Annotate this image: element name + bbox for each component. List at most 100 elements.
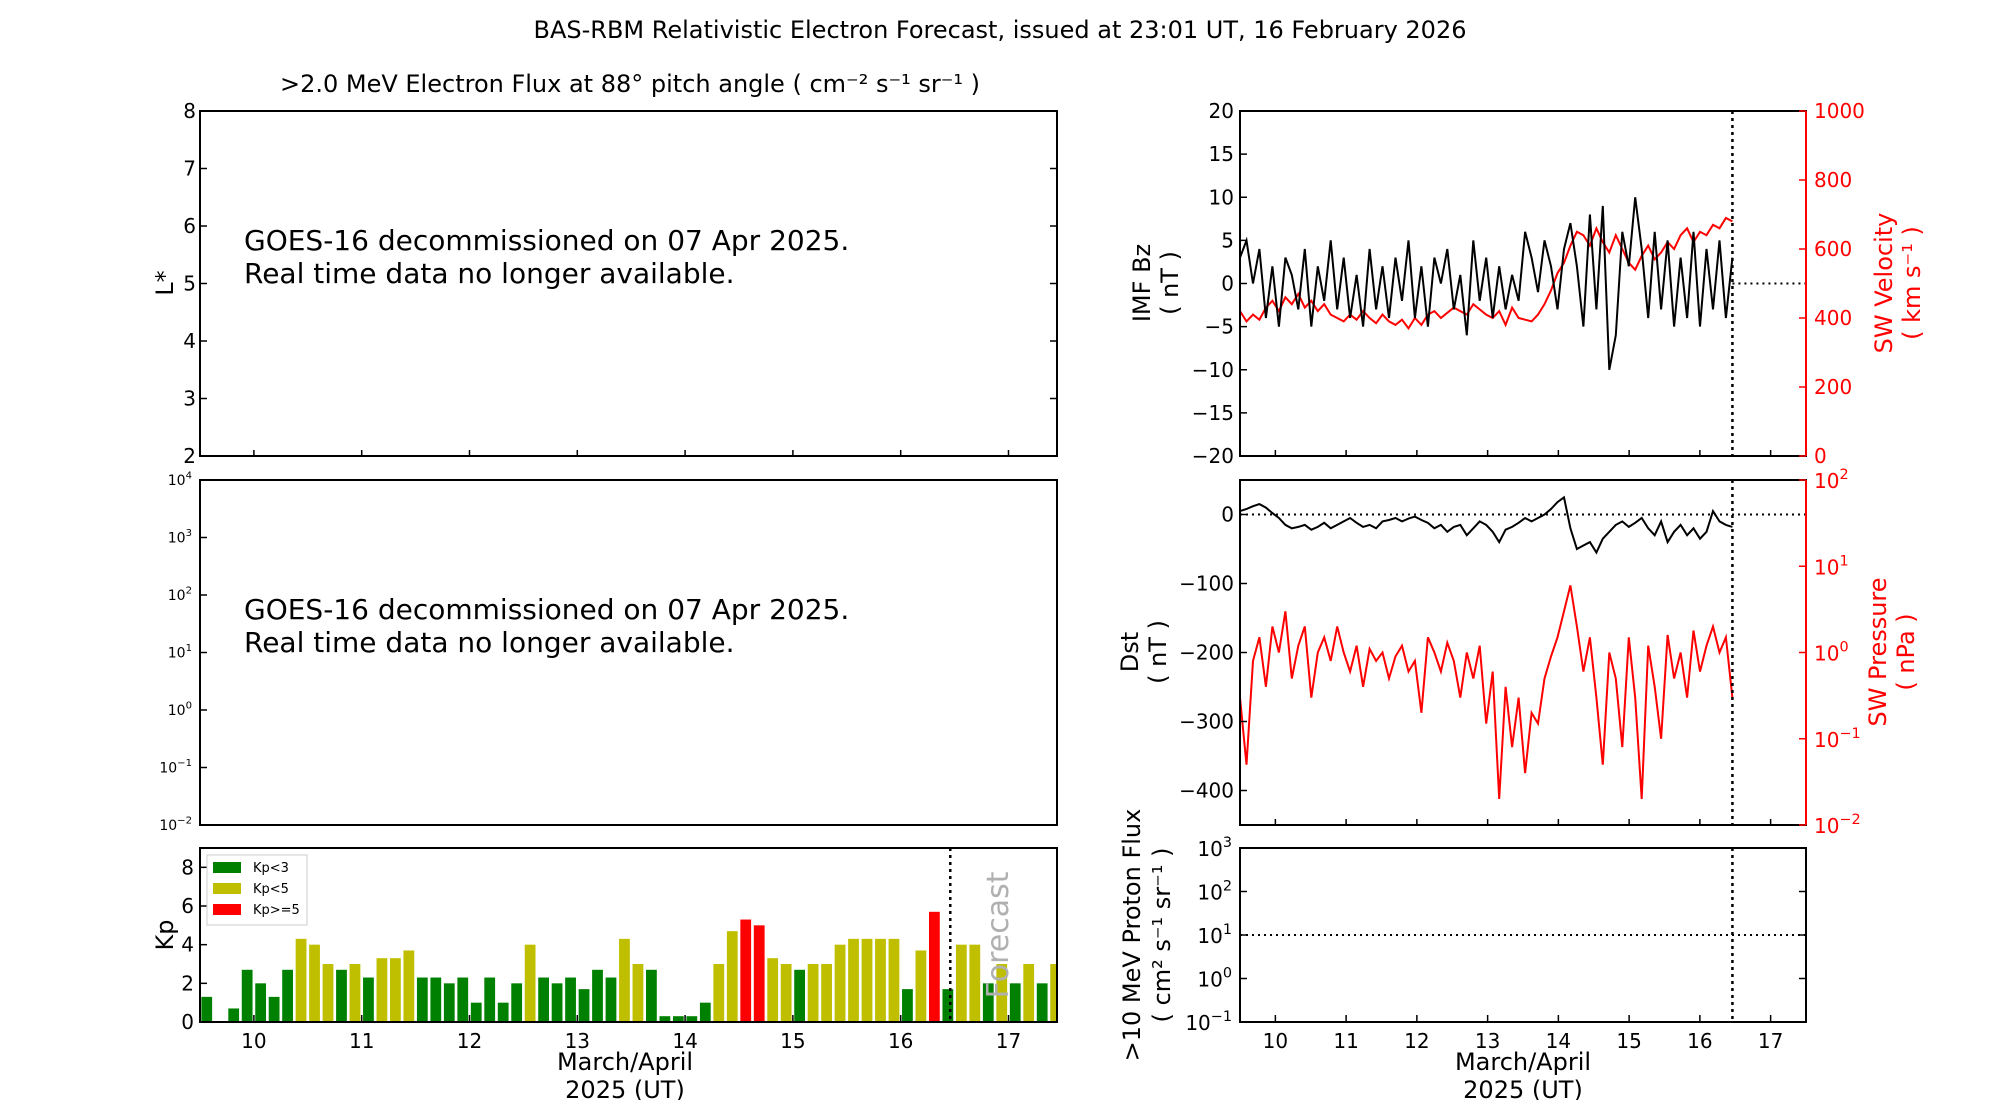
kp-bar [1036, 983, 1048, 1022]
imf-yticks: −20 −15 −10 −5 0 5 10 15 20 [1192, 99, 1772, 468]
kp-bar [228, 1008, 240, 1022]
proton-xtick-label: 11 [1333, 1029, 1358, 1053]
kp-xtick-label: 17 [996, 1029, 1021, 1053]
kp-bar [470, 1002, 482, 1022]
flux-yticks: 104 103 102 101 100 10−1 10−2 [159, 471, 207, 834]
proton-ytick-label: 101 [1197, 922, 1232, 948]
kp-xtick-label: 10 [241, 1029, 266, 1053]
kp-bar [969, 944, 981, 1022]
kp-frame [199, 847, 1058, 1023]
proton-xtick-label: 13 [1475, 1029, 1500, 1053]
kp-xtick-label: 11 [349, 1029, 374, 1053]
imf-ytick-label: −5 [1205, 315, 1234, 339]
kp-yticks: 0 2 4 6 8 [181, 855, 207, 1034]
dst-ytick-label: −200 [1179, 641, 1234, 665]
flux-message-line-2: Real time data no longer available. [244, 626, 735, 659]
kp-bar [255, 983, 267, 1022]
kp-legend-swatch-high [213, 904, 241, 915]
kp-bar [902, 989, 913, 1022]
sw-pressure-ytick-label: 10−1 [1814, 726, 1861, 752]
lstar-panel: >2.0 MeV Electron Flux at 88° pitch angl… [151, 70, 1058, 468]
kp-bar [861, 938, 873, 1022]
kp-bar [646, 969, 657, 1022]
kp-bar [565, 977, 576, 1022]
sw-pressure-ytick-label: 100 [1814, 640, 1849, 666]
kp-bar [740, 919, 752, 1022]
lstar-ytick-label: 3 [183, 387, 196, 411]
imf-ytick-label: −20 [1192, 444, 1234, 468]
kp-bar [538, 977, 549, 1022]
kp-bar [807, 964, 819, 1022]
flux-message-line-1: GOES-16 decommissioned on 07 Apr 2025. [244, 593, 849, 626]
lstar-ytick-label: 8 [183, 99, 196, 123]
kp-bar [376, 958, 388, 1022]
kp-bar [794, 969, 806, 1022]
kp-bar [955, 944, 967, 1022]
proton-ytick-label: 103 [1197, 835, 1232, 861]
kp-ylabel: Kp [151, 920, 179, 951]
proton-ylabel-line-1: >10 MeV Proton Flux [1118, 809, 1146, 1062]
dst-ytick-label: 0 [1221, 503, 1234, 527]
kp-bar [336, 969, 347, 1022]
kp-bar [713, 964, 725, 1022]
proton-xticks: 10 11 12 13 14 15 16 17 [1263, 1015, 1783, 1053]
proton-ytick-label: 102 [1197, 879, 1232, 905]
imf-ytick-label: 0 [1221, 272, 1234, 296]
sw-velocity-ytick-label: 1000 [1814, 99, 1865, 123]
kp-bar [322, 964, 334, 1022]
kp-bar [659, 1016, 671, 1022]
kp-bar [1009, 983, 1021, 1022]
kp-bar [780, 964, 792, 1022]
kp-bar [834, 944, 846, 1022]
lstar-message-line-2: Real time data no longer available. [244, 257, 735, 290]
kp-bar [982, 983, 994, 1022]
proton-yticks: 103 102 101 100 10−1 [1185, 835, 1806, 1035]
kp-bar [403, 950, 415, 1022]
proton-panel: 103 102 101 100 10−1 10 11 12 13 14 15 16 17 >10 Me… [1118, 809, 1807, 1100]
kp-bar [915, 950, 927, 1022]
kp-bar [848, 938, 859, 1022]
kp-ytick-label: 0 [181, 1010, 194, 1034]
kp-ytick-label: 8 [181, 855, 194, 879]
kp-legend: Kp<3 Kp<5 Kp>=5 [206, 854, 308, 926]
lstar-ytick-label: 6 [183, 214, 196, 238]
imf-frame [1239, 110, 1807, 457]
kp-bar [524, 944, 536, 1022]
proton-xtick-label: 14 [1546, 1029, 1571, 1053]
imf-ytick-label: −10 [1192, 358, 1234, 382]
flux-ytick-label: 104 [168, 471, 192, 489]
kp-bar [726, 931, 738, 1022]
kp-bar [605, 977, 617, 1022]
sw-velocity-yticks: 0 200 400 600 800 1000 [1799, 99, 1865, 468]
lstar-ytick-label: 5 [183, 272, 196, 296]
sw-velocity-ytick-label: 600 [1814, 237, 1852, 261]
sw-velocity-ytick-label: 400 [1814, 306, 1852, 330]
kp-bar [1050, 964, 1057, 1022]
kp-xtick-label: 12 [457, 1029, 482, 1053]
dst-ylabel-line-2: ( nT ) [1144, 620, 1172, 684]
proton-xlabel-line-1: March/April [1455, 1048, 1591, 1076]
lstar-ylabel: L* [151, 270, 179, 295]
kp-bar [592, 969, 603, 1022]
kp-bar [443, 983, 455, 1022]
flux-ytick-label: 10−2 [159, 816, 192, 834]
dst-ytick-label: −400 [1179, 779, 1234, 803]
kp-bar [888, 938, 900, 1022]
kp-bar [416, 977, 428, 1022]
kp-bar [511, 983, 523, 1022]
kp-legend-label-low: Kp<3 [253, 861, 289, 876]
kp-bar [551, 983, 563, 1022]
kp-bar [699, 1002, 711, 1022]
flux-ytick-label: 103 [168, 528, 192, 546]
kp-bar [430, 977, 442, 1022]
figure-title: BAS-RBM Relativistic Electron Forecast, … [534, 16, 1467, 44]
proton-ytick-label: 100 [1197, 966, 1232, 992]
sw-pressure-ytick-label: 101 [1814, 553, 1849, 579]
imf-ylabel-line-1: IMF Bz [1128, 244, 1156, 322]
imf-ylabel-line-2: ( nT ) [1156, 251, 1184, 315]
kp-xlabel-line-2: 2025 (UT) [565, 1076, 685, 1100]
kp-ytick-label: 6 [181, 894, 194, 918]
sw-velocity-ytick-label: 0 [1814, 444, 1827, 468]
sw-velocity-ylabel-line-2: ( km s⁻¹ ) [1898, 226, 1926, 340]
